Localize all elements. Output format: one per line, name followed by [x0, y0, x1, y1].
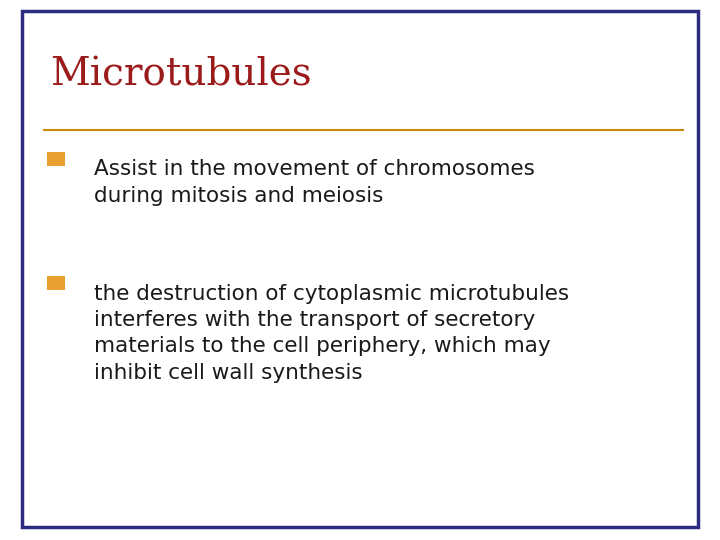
- FancyBboxPatch shape: [47, 152, 65, 166]
- FancyBboxPatch shape: [22, 11, 698, 526]
- Text: Microtubules: Microtubules: [50, 57, 312, 94]
- Text: the destruction of cytoplasmic microtubules
interferes with the transport of sec: the destruction of cytoplasmic microtubu…: [94, 284, 569, 383]
- Text: Assist in the movement of chromosomes
during mitosis and meiosis: Assist in the movement of chromosomes du…: [94, 159, 534, 206]
- FancyBboxPatch shape: [47, 276, 65, 290]
